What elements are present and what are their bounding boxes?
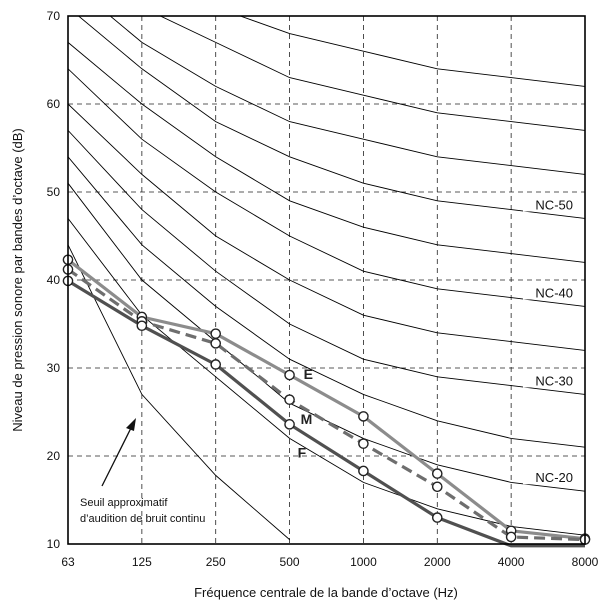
nc-curve-40 (68, 68, 585, 307)
nc-label-bg-30 (523, 372, 575, 388)
plot-frame (67, 15, 586, 545)
nc-curve-45 (68, 42, 585, 263)
series-point-E-1000 (358, 411, 369, 422)
nc-curve-50 (77, 16, 585, 219)
nc-curve-60 (159, 16, 585, 131)
nc-label-bg-40 (523, 284, 575, 300)
threshold-note-line1: Seuil approximatif (80, 497, 168, 509)
x-axis-title: Fréquence centrale de la bande d’octave … (194, 585, 458, 600)
series-line-F (67, 279, 585, 548)
y-tick-20: 20 (47, 449, 61, 463)
series-point-M-1000 (358, 438, 369, 449)
y-tick-70: 70 (47, 9, 61, 23)
series-point-M-250 (210, 338, 222, 349)
nc-label-20: NC-20 (535, 470, 573, 485)
x-tick-63: 63 (61, 555, 75, 569)
series-point-E-500 (284, 369, 295, 381)
nc-curve-30 (68, 130, 585, 395)
x-tick-250: 250 (206, 555, 226, 569)
threshold-note-line2: d’audition de bruit continu (80, 513, 205, 525)
series-layer: E M F (62, 254, 591, 548)
x-tick-4000: 4000 (498, 555, 525, 569)
series-point-M-2000 (431, 481, 443, 493)
series-line-M (67, 268, 586, 542)
nc-label-bg-20 (523, 469, 575, 485)
threshold-curve (67, 244, 290, 540)
x-tick-125: 125 (132, 555, 152, 569)
y-axis-title: Niveau de pression sonore par bandes d’o… (10, 128, 25, 432)
series-point-F-250 (210, 359, 222, 370)
nc-label-30: NC-30 (535, 373, 573, 388)
nc-curve-35 (68, 103, 585, 351)
x-tick-1000: 1000 (350, 555, 377, 569)
series-point-E-2000 (431, 468, 443, 479)
series-line-E (67, 258, 586, 541)
threshold-arrow-shaft (101, 425, 133, 487)
y-tick-40: 40 (47, 273, 61, 287)
y-tick-50: 50 (47, 185, 61, 199)
tick-labels-layer: 63 125 250 500 1000 2000 4000 8000 10 20 30 40 50 60 7… (47, 9, 599, 569)
nc-curve-20 (68, 182, 585, 492)
nc-label-50: NC-50 (535, 197, 573, 212)
nc-curve-25 (68, 156, 585, 448)
series-point-F-2000 (431, 512, 443, 523)
series-point-F-500 (284, 419, 295, 430)
series-point-F-1000 (358, 465, 369, 477)
series-label-F: F (298, 444, 307, 460)
nc-label-40: NC-40 (535, 285, 573, 300)
series-label-E: E (304, 366, 313, 382)
series-point-E-250 (210, 328, 222, 339)
series-point-F-125 (136, 320, 148, 332)
y-tick-60: 60 (47, 97, 61, 111)
grid-layer (68, 16, 585, 544)
series-point-M-4000 (505, 531, 517, 543)
x-tick-8000: 8000 (572, 555, 599, 569)
series-label-M: M (301, 411, 313, 427)
nc-label-bg-50 (523, 196, 575, 212)
threshold-layer (67, 244, 290, 540)
threshold-arrow-head (126, 418, 136, 431)
series-point-M-500 (284, 394, 295, 405)
y-tick-10: 10 (47, 537, 61, 551)
nc-curve-55 (109, 16, 585, 175)
x-tick-500: 500 (280, 555, 300, 569)
nc-curves-layer (68, 16, 585, 536)
nc-curve-65 (238, 16, 585, 87)
y-tick-30: 30 (47, 361, 61, 375)
x-tick-2000: 2000 (424, 555, 451, 569)
